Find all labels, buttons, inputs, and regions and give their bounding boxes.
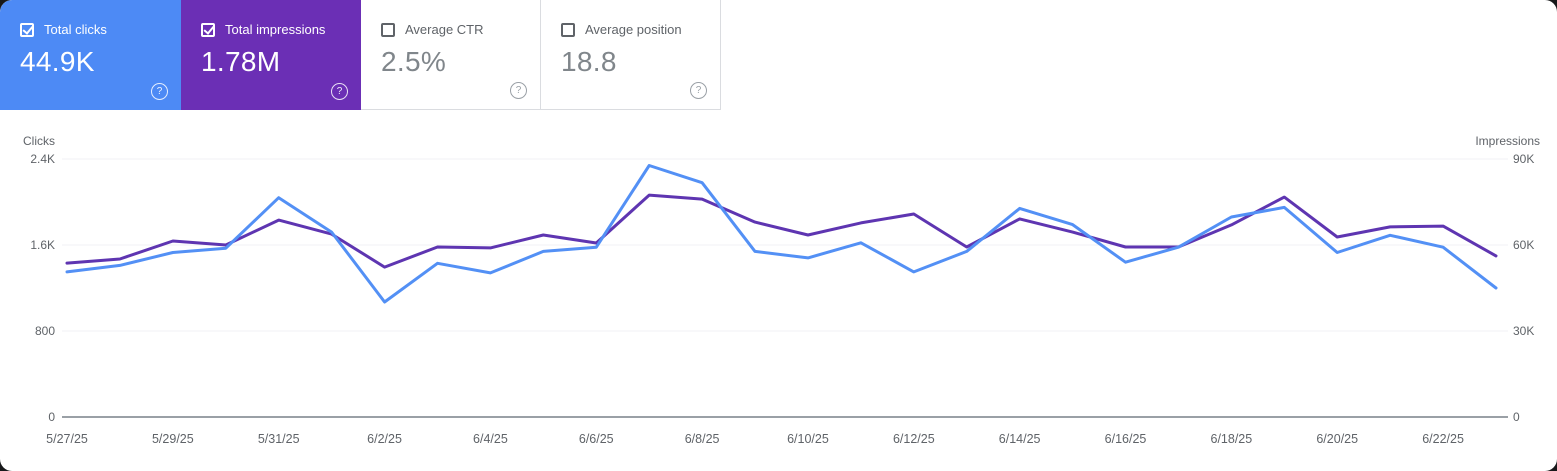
x-axis-tick: 6/22/25	[1422, 432, 1464, 446]
card-value: 18.8	[561, 46, 617, 77]
left-axis-title: Clicks	[23, 134, 55, 148]
x-axis-tick: 6/18/25	[1210, 432, 1253, 446]
x-axis-tick: 6/14/25	[998, 432, 1041, 446]
card-value: 2.5%	[381, 46, 447, 77]
x-axis-tick: 6/20/25	[1316, 432, 1359, 446]
gridlines	[62, 158, 1508, 418]
impressions-line	[65, 193, 1498, 269]
card-average-position[interactable]: Average position 18.8 ?	[541, 0, 721, 110]
right-axis-title: Impressions	[1475, 134, 1540, 148]
right-axis-tick: 90K	[1513, 152, 1535, 166]
help-icon[interactable]: ?	[510, 82, 527, 99]
x-axis-tick: 6/10/25	[787, 432, 829, 446]
card-total-impressions[interactable]: Total impressions 1.78M ?	[181, 0, 361, 110]
help-icon[interactable]: ?	[690, 82, 707, 99]
card-value: 1.78M	[201, 46, 281, 77]
left-axis-tick: 1.6K	[30, 238, 55, 252]
card-average-ctr[interactable]: Average CTR 2.5% ?	[361, 0, 541, 110]
help-icon[interactable]: ?	[331, 83, 348, 100]
card-value: 44.9K	[20, 46, 95, 77]
x-axis-tick: 6/6/25	[578, 432, 614, 446]
card-label: Total impressions	[225, 22, 326, 37]
card-label: Total clicks	[44, 22, 107, 37]
x-axis-tick: 6/12/25	[892, 432, 935, 446]
checkbox-checked-icon[interactable]	[20, 22, 34, 37]
checkbox-unchecked-icon[interactable]	[381, 22, 395, 37]
card-total-clicks[interactable]: Total clicks 44.9K ?	[0, 0, 181, 110]
left-axis-tick: 0	[48, 410, 55, 424]
x-axis-tick: 6/8/25	[684, 432, 720, 446]
left-axis-tick: 800	[34, 324, 55, 338]
right-axis-tick: 0	[1513, 410, 1520, 424]
checkbox-unchecked-icon[interactable]	[561, 22, 575, 37]
right-axis-tick: 60K	[1513, 238, 1535, 252]
card-label: Average CTR	[405, 22, 484, 37]
metric-cards-row: Total clicks 44.9K ? Total impressions 1…	[0, 0, 721, 110]
left-axis-tick: 2.4K	[30, 152, 55, 166]
right-axis-tick: 30K	[1513, 324, 1535, 338]
x-axis-tick: 6/2/25	[367, 432, 402, 446]
x-axis-tick: 5/27/25	[46, 432, 88, 446]
card-label: Average position	[585, 22, 682, 37]
x-axis-tick: 5/29/25	[151, 432, 194, 446]
clicks-line	[65, 164, 1498, 304]
x-axis-tick: 5/31/25	[257, 432, 300, 446]
checkbox-checked-icon[interactable]	[201, 22, 215, 37]
x-axis-tick: 6/4/25	[473, 432, 508, 446]
x-axis-tick: 6/16/25	[1104, 432, 1147, 446]
help-icon[interactable]: ?	[151, 83, 168, 100]
